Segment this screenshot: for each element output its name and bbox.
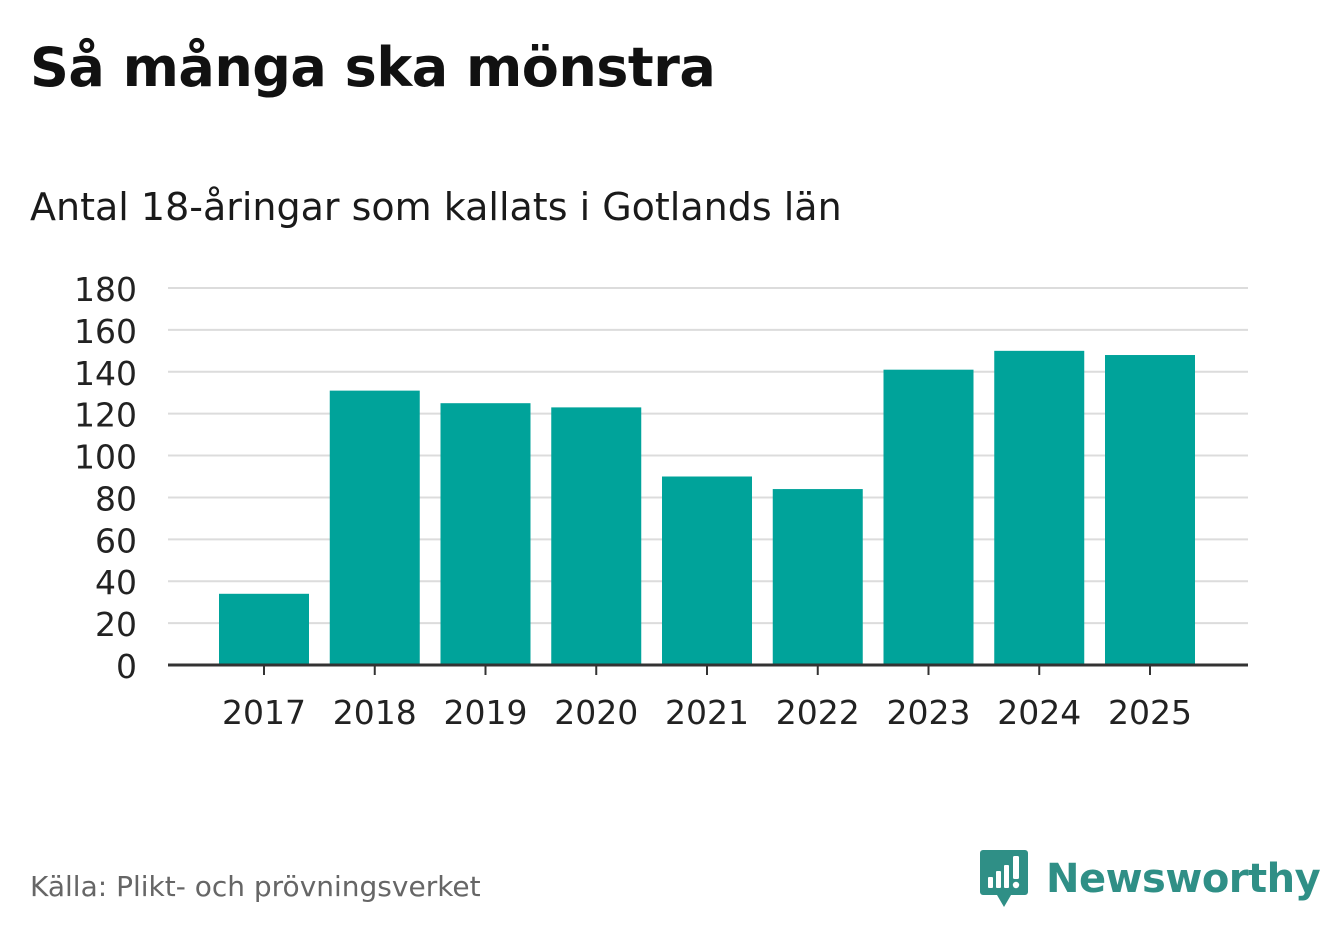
x-tick-label: 2024 [997,693,1081,732]
x-tick-label: 2020 [554,693,638,732]
chart-title: Så många ska mönstra [30,36,716,99]
brand-name: Newsworthy [1046,856,1321,902]
brand-logo[interactable]: Newsworthy [980,850,1321,908]
y-tick-label: 60 [95,521,137,560]
x-tick-label: 2017 [222,693,306,732]
y-tick-label: 80 [95,479,137,518]
x-tick-label: 2021 [665,693,749,732]
x-tick-label: 2023 [887,693,971,732]
y-tick-label: 100 [74,438,137,477]
y-tick-label: 40 [95,563,137,602]
y-tick-label: 20 [95,605,137,644]
y-tick-label: 180 [74,270,137,309]
bar-2018[interactable] [329,390,420,665]
y-tick-label: 0 [116,647,137,686]
bars [219,350,1195,666]
bar-2022[interactable] [772,489,863,665]
newsworthy-logo-icon [980,850,1028,907]
bar-2020[interactable] [551,407,642,665]
x-tick-label: 2019 [444,693,528,732]
chart-subtitle: Antal 18-åringar som kallats i Gotlands … [30,185,842,229]
bar-2021[interactable] [662,476,752,666]
x-tick-label: 2018 [333,693,417,732]
bar-2023[interactable] [883,369,974,665]
y-tick-label: 140 [74,354,137,393]
bar-2024[interactable] [994,350,1085,665]
source-note: Källa: Plikt- och prövningsverket [30,870,481,903]
bar-2025[interactable] [1105,355,1195,665]
y-tick-label: 160 [74,312,137,351]
x-tick-label: 2025 [1108,693,1192,732]
x-axis-ticks: 2017 2018 2019 2020 2021 2022 2023 2024 2025 [222,665,1192,732]
bar-2019[interactable] [440,403,531,665]
x-tick-label: 2022 [776,693,860,732]
bar-2017[interactable] [219,593,309,665]
y-tick-label: 120 [74,396,137,435]
